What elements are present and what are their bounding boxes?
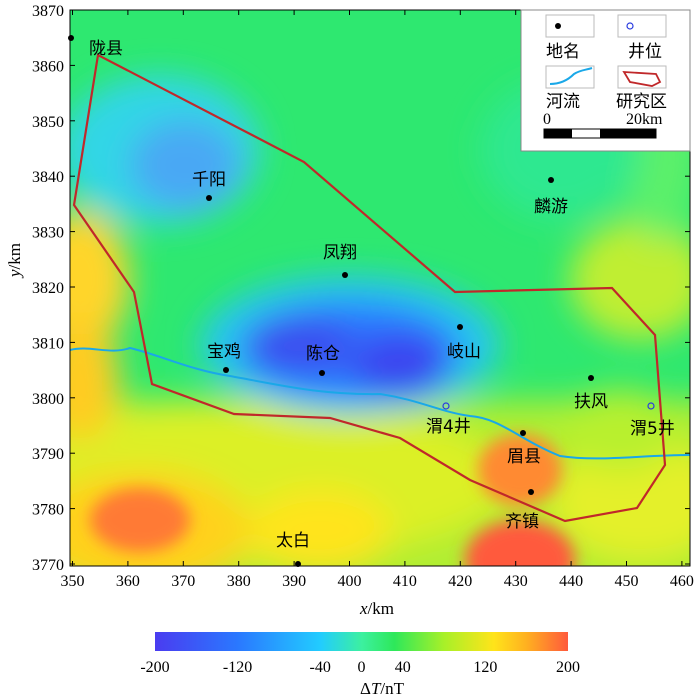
well-markers bbox=[442, 402, 655, 410]
x-tick-label: 440 bbox=[559, 573, 583, 590]
place-label-taibai: 太白 bbox=[276, 531, 310, 551]
place-marker-qishan bbox=[457, 324, 463, 330]
scale-bar-start-label: 0 bbox=[543, 111, 551, 128]
place-label-qianyang: 千阳 bbox=[192, 170, 226, 190]
y-tick-label: 3820 bbox=[32, 280, 64, 297]
colorbar-tick-label: -40 bbox=[310, 659, 331, 676]
place-label-chencang: 陈仓 bbox=[306, 344, 340, 364]
place-marker-qianyang bbox=[206, 195, 212, 201]
place-label-linyou: 麟游 bbox=[534, 197, 568, 217]
place-marker-chencang bbox=[319, 370, 325, 376]
colorbar-title: ΔT/nT bbox=[360, 679, 405, 698]
legend-study-area-icon bbox=[622, 70, 662, 87]
colorbar: -200 -120 -40 0 40 120 200 ΔT/nT bbox=[140, 632, 580, 698]
colorbar-tick-label: -200 bbox=[140, 659, 169, 676]
x-tick-label: 450 bbox=[615, 573, 639, 590]
x-tick-label: 350 bbox=[61, 573, 85, 590]
colorbar-tick-label: 40 bbox=[395, 659, 411, 676]
colorbar-tick-label: 200 bbox=[556, 659, 580, 676]
y-tick-label: 3860 bbox=[32, 58, 64, 75]
x-tick-label: 420 bbox=[448, 573, 472, 590]
place-marker-meixian bbox=[520, 430, 526, 436]
y-tick-label: 3800 bbox=[32, 391, 64, 408]
y-axis-ticks: 3870 3860 3850 3840 3830 3820 3810 3800 3790 3780… bbox=[32, 3, 690, 574]
scale-bar-end-label: 20km bbox=[626, 111, 663, 128]
legend-study-area-label: 研究区 bbox=[616, 92, 667, 112]
place-label-longxian: 陇县 bbox=[89, 39, 123, 59]
legend-place-label: 地名 bbox=[546, 42, 580, 62]
x-axis-title: x/km bbox=[359, 599, 394, 618]
y-axis-title: y/km bbox=[5, 243, 24, 279]
place-label-qishan: 岐山 bbox=[447, 342, 481, 362]
x-tick-label: 370 bbox=[171, 573, 195, 590]
y-tick-label: 3810 bbox=[32, 335, 64, 352]
well-marker-wei5 bbox=[647, 402, 655, 410]
legend-river-icon bbox=[549, 67, 593, 85]
colorbar-tick-label: 120 bbox=[473, 659, 497, 676]
x-tick-label: 360 bbox=[116, 573, 140, 590]
y-tick-label: 3770 bbox=[32, 557, 64, 574]
place-marker-fufeng bbox=[588, 375, 594, 381]
place-label-fufeng: 扶风 bbox=[574, 392, 608, 412]
place-label-baoji: 宝鸡 bbox=[207, 342, 241, 362]
x-tick-label: 390 bbox=[282, 573, 306, 590]
y-tick-label: 3840 bbox=[32, 169, 64, 186]
x-axis-ticks: 350 360 370 380 390 400 410 420 430 440 450 460 bbox=[61, 10, 694, 590]
x-tick-label: 400 bbox=[338, 573, 362, 590]
scale-bar: 0 20km bbox=[543, 111, 663, 139]
y-tick-label: 3870 bbox=[32, 3, 64, 20]
x-tick-label: 460 bbox=[670, 573, 694, 590]
study-area-boundary bbox=[72, 53, 667, 523]
colorbar-tick-label: -120 bbox=[223, 659, 252, 676]
place-label-qizhen: 齐镇 bbox=[505, 512, 539, 532]
well-label-wei5: 渭5井 bbox=[630, 419, 675, 439]
river-line bbox=[69, 346, 691, 460]
y-tick-label: 3830 bbox=[32, 225, 64, 242]
colorbar-tick-label: 0 bbox=[358, 659, 366, 676]
x-tick-label: 410 bbox=[393, 573, 417, 590]
colorbar-gradient bbox=[155, 632, 568, 651]
x-tick-label: 430 bbox=[504, 573, 528, 590]
place-marker-linyou bbox=[548, 177, 554, 183]
well-label-wei4: 渭4井 bbox=[426, 417, 471, 437]
y-tick-label: 3790 bbox=[32, 446, 64, 463]
place-marker-qizhen bbox=[528, 489, 534, 495]
place-labels: 陇县 千阳 麟游 凤翔 岐山 宝鸡 陈仓 扶风 眉县 齐镇 太白 渭4井 渭5井 bbox=[89, 39, 675, 551]
legend-river-label: 河流 bbox=[546, 92, 580, 112]
map-legend: 地名 井位 河流 研究区 0 20km bbox=[520, 9, 691, 152]
y-tick-label: 3850 bbox=[32, 114, 64, 131]
well-marker-wei4 bbox=[442, 402, 450, 410]
x-tick-label: 380 bbox=[227, 573, 251, 590]
y-tick-label: 3780 bbox=[32, 502, 64, 519]
legend-well-marker-icon bbox=[626, 22, 634, 30]
plot-frame: 350 360 370 380 390 400 410 420 430 440 450 460 387… bbox=[32, 3, 694, 590]
place-marker-fengxiang bbox=[342, 272, 348, 278]
place-label-fengxiang: 凤翔 bbox=[323, 243, 357, 263]
legend-well-label: 井位 bbox=[628, 42, 662, 62]
place-marker-longxian bbox=[68, 35, 74, 41]
legend-place-marker-icon bbox=[555, 23, 561, 29]
colorbar-tick-labels: -200 -120 -40 0 40 120 200 bbox=[140, 659, 580, 676]
place-label-meixian: 眉县 bbox=[507, 447, 541, 467]
place-marker-baoji bbox=[223, 367, 229, 373]
